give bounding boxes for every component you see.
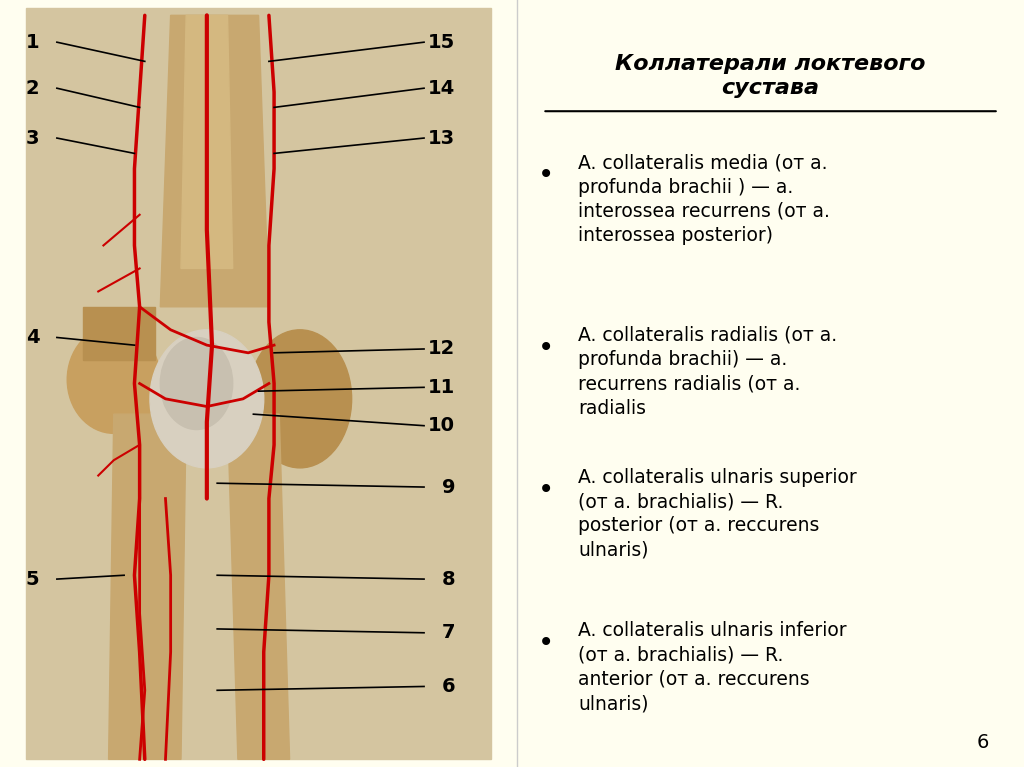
Text: A. collateralis radialis (от a.
profunda brachii) — a.
recurrens radialis (от a.: A. collateralis radialis (от a. profunda… [578,326,837,418]
Text: A. collateralis ulnaris superior
(от a. brachialis) — R.
posterior (от a. reccur: A. collateralis ulnaris superior (от a. … [578,468,857,560]
Text: 9: 9 [441,478,455,496]
Polygon shape [83,307,156,360]
Text: •: • [538,476,554,504]
Polygon shape [181,15,232,268]
Text: 12: 12 [428,340,455,358]
Text: 2: 2 [26,79,40,97]
Ellipse shape [161,337,232,430]
Text: •: • [538,629,554,657]
Text: 1: 1 [26,33,40,51]
Text: 3: 3 [26,129,39,147]
Text: A. collateralis ulnaris inferior
(от a. brachialis) — R.
anterior (от a. reccure: A. collateralis ulnaris inferior (от a. … [578,621,847,713]
Text: •: • [538,161,554,189]
Text: 4: 4 [26,328,40,347]
Text: 6: 6 [976,732,988,752]
Polygon shape [109,414,186,759]
Text: •: • [538,334,554,362]
Text: 8: 8 [441,570,455,588]
Text: 14: 14 [428,79,455,97]
Polygon shape [161,15,269,307]
Text: Коллатерали локтевого
сустава: Коллатерали локтевого сустава [615,54,926,98]
Text: A. collateralis media (от a.
profunda brachii ) — a.
interossea recurrens (от a.: A. collateralis media (от a. profunda br… [578,153,829,245]
Text: 13: 13 [428,129,455,147]
Text: 10: 10 [428,416,455,435]
Text: 7: 7 [441,624,455,642]
Text: 5: 5 [26,570,40,588]
Polygon shape [227,414,290,759]
Text: 15: 15 [428,33,455,51]
Text: 6: 6 [441,677,455,696]
Ellipse shape [150,330,264,468]
Ellipse shape [68,326,161,433]
Ellipse shape [248,330,351,468]
Text: 11: 11 [428,378,455,397]
